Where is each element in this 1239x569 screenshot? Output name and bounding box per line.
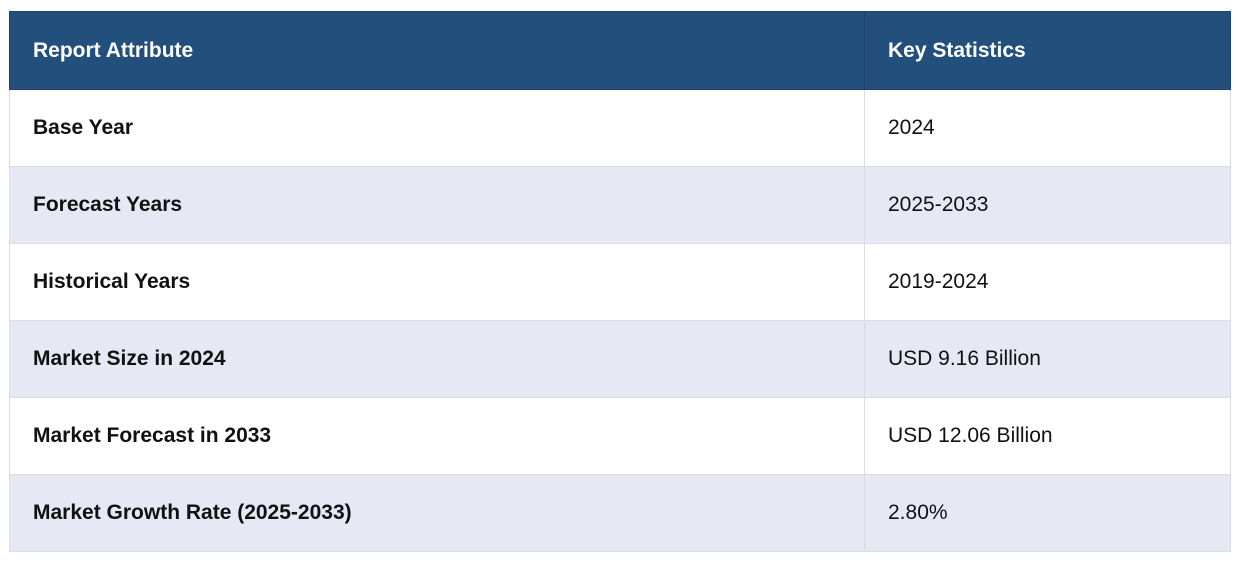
table-row: Historical Years 2019-2024 (9, 243, 1231, 321)
table-row: Market Size in 2024 USD 9.16 Billion (9, 320, 1231, 398)
attribute-cell: Market Growth Rate (2025-2033) (9, 474, 865, 552)
report-attributes-table: Report Attribute Key Statistics Base Yea… (9, 11, 1231, 552)
attribute-cell: Market Size in 2024 (9, 320, 865, 398)
value-cell: 2024 (864, 89, 1231, 167)
table-body: Base Year 2024 Forecast Years 2025-2033 … (9, 89, 1231, 552)
table-row: Market Growth Rate (2025-2033) 2.80% (9, 474, 1231, 552)
table-row: Base Year 2024 (9, 89, 1231, 167)
value-cell: 2.80% (864, 474, 1231, 552)
attribute-cell: Market Forecast in 2033 (9, 397, 865, 475)
column-header-key-statistics: Key Statistics (864, 11, 1231, 90)
attribute-cell: Forecast Years (9, 166, 865, 244)
value-cell: 2025-2033 (864, 166, 1231, 244)
attribute-cell: Historical Years (9, 243, 865, 321)
value-cell: USD 12.06 Billion (864, 397, 1231, 475)
table-header: Report Attribute Key Statistics (9, 11, 1231, 90)
table-row: Forecast Years 2025-2033 (9, 166, 1231, 244)
report-table-container: Report Attribute Key Statistics Base Yea… (9, 11, 1231, 552)
value-cell: 2019-2024 (864, 243, 1231, 321)
column-header-report-attribute: Report Attribute (9, 11, 865, 90)
header-row: Report Attribute Key Statistics (9, 11, 1231, 90)
attribute-cell: Base Year (9, 89, 865, 167)
table-row: Market Forecast in 2033 USD 12.06 Billio… (9, 397, 1231, 475)
value-cell: USD 9.16 Billion (864, 320, 1231, 398)
